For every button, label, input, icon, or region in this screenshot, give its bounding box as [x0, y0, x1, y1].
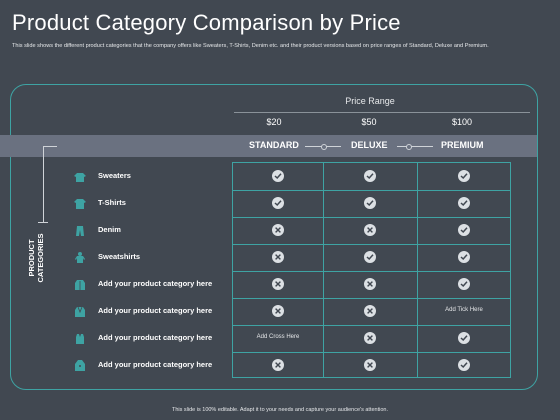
- price-deluxe: $50: [361, 117, 377, 127]
- check-icon: [458, 250, 470, 263]
- tier-deluxe: DELUXE: [351, 140, 388, 150]
- check-icon: [364, 196, 376, 209]
- price-premium: $100: [451, 117, 473, 127]
- comparison-frame: [10, 84, 538, 390]
- check-icon: [458, 331, 470, 344]
- check-icon: [364, 169, 376, 182]
- check-icon: [272, 196, 284, 209]
- check-icon: [458, 277, 470, 290]
- category-bracket: [43, 146, 44, 222]
- cell-placeholder-text: Add Cross Here: [256, 333, 300, 340]
- category-label: Denim: [98, 224, 121, 234]
- tshirt-icon: [74, 197, 86, 209]
- coat-icon: [74, 359, 86, 371]
- category-label: Add your product category here: [98, 359, 213, 369]
- check-icon: [458, 169, 470, 182]
- product-categories-label: PRODUCT CATEGORIES: [27, 233, 45, 283]
- comparison-grid: [232, 162, 511, 378]
- cross-icon: [364, 277, 376, 290]
- sweatshirt-icon: [74, 251, 86, 263]
- cross-icon: [364, 223, 376, 236]
- price-range-divider: [234, 112, 530, 113]
- blazer-icon: [74, 305, 86, 317]
- category-bracket-top: [43, 146, 57, 147]
- denim-icon: [74, 224, 86, 236]
- tier-connector-dot: [321, 144, 327, 150]
- slide-title: Product Category Comparison by Price: [12, 10, 401, 35]
- cross-icon: [272, 304, 284, 317]
- category-label: Sweaters: [98, 170, 131, 180]
- tier-standard: STANDARD: [249, 140, 299, 150]
- check-icon: [364, 250, 376, 263]
- category-label: T-Shirts: [98, 197, 126, 207]
- category-label: Add your product category here: [98, 305, 213, 315]
- category-bracket-tick: [38, 222, 48, 223]
- tier-connector-dot: [406, 144, 412, 150]
- tier-band: [0, 135, 537, 157]
- check-icon: [272, 169, 284, 182]
- price-standard: $20: [266, 117, 282, 127]
- tier-connector: [397, 146, 433, 147]
- category-label: Add your product category here: [98, 332, 213, 342]
- cross-icon: [272, 277, 284, 290]
- check-icon: [458, 358, 470, 371]
- sweater-icon: [74, 170, 86, 182]
- cross-icon: [272, 223, 284, 236]
- vest-icon: [74, 332, 86, 344]
- cross-icon: [272, 358, 284, 371]
- jacket-icon: [74, 278, 86, 290]
- category-label: Add your product category here: [98, 278, 213, 288]
- price-range-label: Price Range: [345, 96, 395, 106]
- check-icon: [458, 223, 470, 236]
- tier-premium: PREMIUM: [441, 140, 484, 150]
- slide-subtitle: This slide shows the different product c…: [12, 43, 489, 49]
- slide-footer: This slide is 100% editable. Adapt it to…: [172, 407, 388, 413]
- check-icon: [458, 196, 470, 209]
- cross-icon: [364, 358, 376, 371]
- cross-icon: [272, 250, 284, 263]
- cell-placeholder-text: Add Tick Here: [445, 306, 483, 313]
- cross-icon: [364, 304, 376, 317]
- cross-icon: [364, 331, 376, 344]
- category-label: Sweatshirts: [98, 251, 141, 261]
